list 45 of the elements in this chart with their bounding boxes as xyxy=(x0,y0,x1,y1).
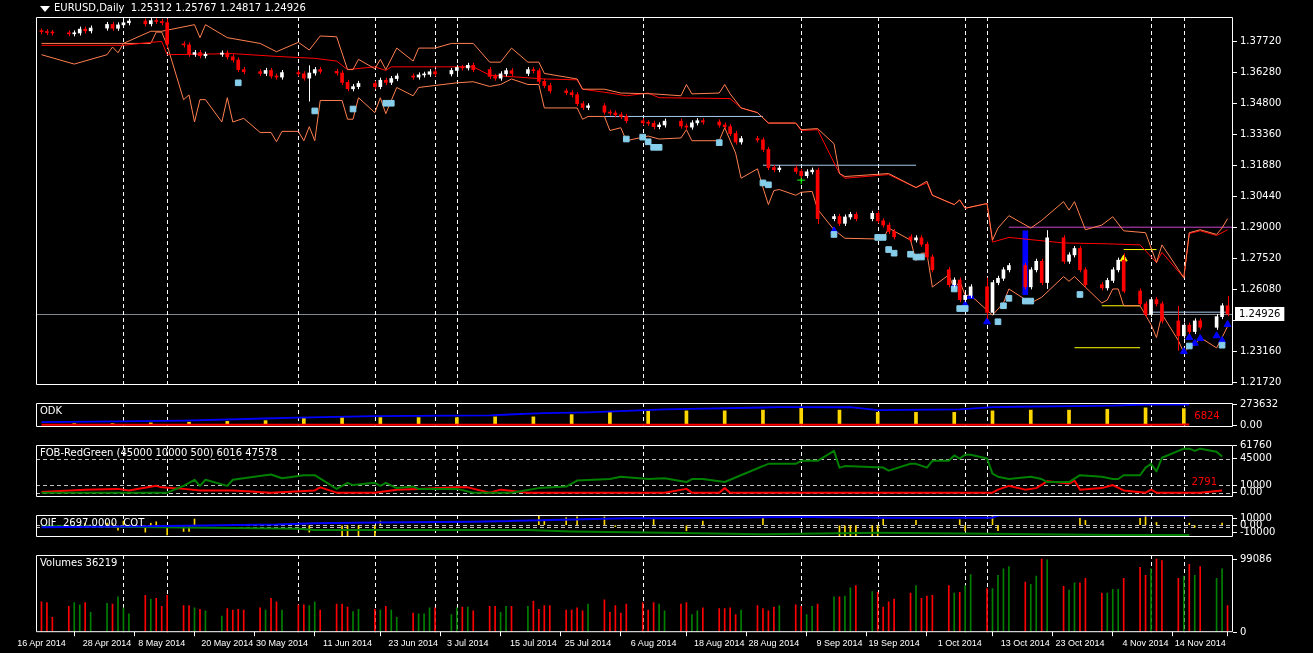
x-tick-label: 6 Aug 2014 xyxy=(630,638,677,649)
chart-title: ODK xyxy=(40,404,63,416)
x-tick-label: 8 May 2014 xyxy=(138,638,186,649)
ref-line-label: 1.24926 xyxy=(1239,307,1281,319)
x-tick-label: 16 Apr 2014 xyxy=(17,638,66,649)
y-tick-label: 1.30440 xyxy=(1240,190,1282,202)
chart-title: OIF 2697.0000 COT xyxy=(40,516,146,528)
x-tick-label: 9 Sep 2014 xyxy=(816,638,863,649)
y-tick-label: 99086 xyxy=(1240,552,1272,564)
x-tick-label: 28 Aug 2014 xyxy=(748,638,800,649)
x-tick-label: 25 Jul 2014 xyxy=(564,638,612,649)
y-tick-label: 1.29000 xyxy=(1240,220,1282,232)
chart-title: Volumes 36219 xyxy=(40,556,118,568)
y-tick-label: 1.21720 xyxy=(1240,375,1282,387)
x-tick-label: 19 Sep 2014 xyxy=(868,638,920,649)
x-tick-label: 1 Oct 2014 xyxy=(937,638,982,649)
x-tick-label: 14 Nov 2014 xyxy=(1174,638,1226,649)
y-tick-label: 1.31880 xyxy=(1240,159,1282,171)
y-tick-label: 1.37720 xyxy=(1240,35,1282,47)
y-tick-label: 1.23160 xyxy=(1240,345,1282,357)
y-tick-label: 273632 xyxy=(1240,398,1279,410)
x-tick-label: 3 Jul 2014 xyxy=(447,638,489,649)
x-tick-label: 13 Oct 2014 xyxy=(1000,638,1050,649)
y-tick-label: 1.36280 xyxy=(1240,65,1282,77)
y-tick-label: 1.34800 xyxy=(1240,97,1282,109)
y-tick-label: 1.27520 xyxy=(1240,252,1282,264)
x-tick-label: 15 Jul 2014 xyxy=(510,638,557,649)
x-tick-label: 28 Apr 2014 xyxy=(82,638,132,649)
x-tick-label: 23 Jun 2014 xyxy=(388,638,438,649)
y-tick-label: 1.33360 xyxy=(1240,127,1282,139)
y-tick-label: 61760 xyxy=(1240,439,1272,451)
y-tick-label: 0 xyxy=(1240,625,1247,637)
x-tick-label: 20 May 2014 xyxy=(201,638,254,649)
x-tick-label: 11 Jun 2014 xyxy=(323,638,372,649)
data-label: 6824 xyxy=(1194,410,1220,422)
y-tick-label: 45000 xyxy=(1240,452,1272,464)
x-tick-label: 30 May 2014 xyxy=(255,638,308,649)
x-tick-label: 23 Oct 2014 xyxy=(1055,638,1105,649)
data-label: 2791 xyxy=(1191,476,1218,488)
x-tick-label: 4 Nov 2014 xyxy=(1122,638,1169,649)
y-tick-label: 0.00 xyxy=(1240,418,1263,430)
chart-title: EURUSD,Daily 1.25312 1.25767 1.24817 1.24926 xyxy=(54,1,306,13)
chart-title: FOB-RedGreen (45000 10000 500) 6016 47578 xyxy=(40,446,278,458)
y-tick-label: 1.26080 xyxy=(1240,282,1282,294)
x-tick-label: 18 Aug 2014 xyxy=(693,638,745,649)
